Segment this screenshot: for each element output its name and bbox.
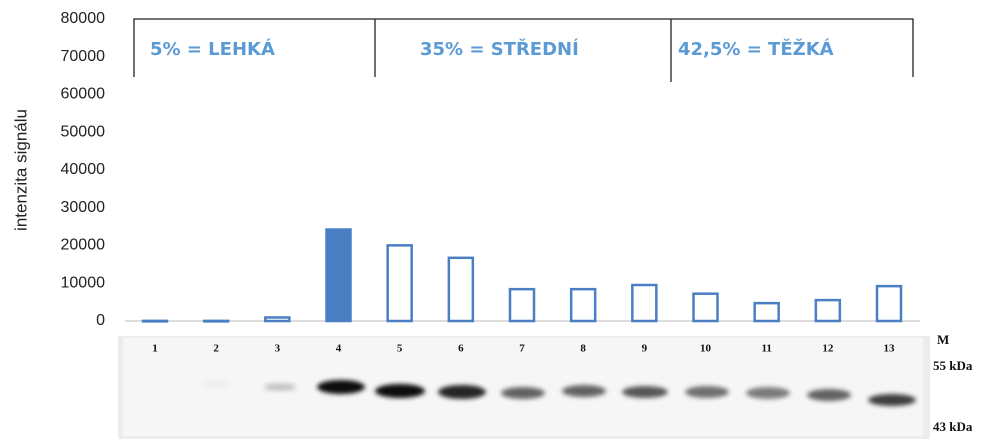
lane-label: 10 xyxy=(700,343,712,355)
y-tick-label: 80000 xyxy=(61,10,106,27)
bar xyxy=(264,316,291,323)
lane-label: 6 xyxy=(458,343,464,355)
lane-label: 1 xyxy=(152,343,158,355)
lane-label: 11 xyxy=(761,343,771,355)
group-label: 42,5% = TĚŽKÁ xyxy=(678,38,834,60)
lane-label: 3 xyxy=(275,343,281,355)
bar xyxy=(753,301,780,323)
y-tick-label: 0 xyxy=(96,312,105,329)
bar xyxy=(569,287,597,323)
y-tick-label: 40000 xyxy=(61,161,106,178)
lane-label: 4 xyxy=(336,343,342,355)
bar xyxy=(814,298,842,323)
lane-label: 9 xyxy=(642,343,648,355)
marker-label: M xyxy=(937,332,949,347)
lane-label: 7 xyxy=(519,343,525,355)
group-label: 5% = LEHKÁ xyxy=(150,38,275,60)
group-label: 35% = STŘEDNÍ xyxy=(420,38,579,60)
y-tick-label: 70000 xyxy=(61,48,106,65)
y-tick-label: 60000 xyxy=(61,86,106,103)
y-tick-label: 50000 xyxy=(61,123,106,140)
bar xyxy=(202,319,230,323)
lane-label: 5 xyxy=(397,343,403,355)
y-tick-label: 30000 xyxy=(61,199,106,216)
blot-bands xyxy=(204,380,916,406)
marker-band: 43 kDa xyxy=(933,419,973,434)
group-brackets xyxy=(133,18,914,82)
bar xyxy=(692,292,719,323)
lane-label: 8 xyxy=(580,343,586,355)
bar xyxy=(631,283,658,323)
lane-label: 2 xyxy=(213,343,219,355)
bar xyxy=(875,284,903,323)
y-tick-label: 20000 xyxy=(61,237,106,254)
bar xyxy=(447,256,475,323)
y-tick-label: 10000 xyxy=(61,274,106,291)
bar xyxy=(325,228,352,323)
bar xyxy=(386,244,413,323)
bar xyxy=(141,319,169,323)
y-axis-label: intenzita signálu xyxy=(11,109,30,231)
lane-label: 12 xyxy=(822,343,834,355)
bar xyxy=(508,287,536,323)
lane-label: 13 xyxy=(884,343,896,355)
marker-band: 55 kDa xyxy=(933,358,973,373)
